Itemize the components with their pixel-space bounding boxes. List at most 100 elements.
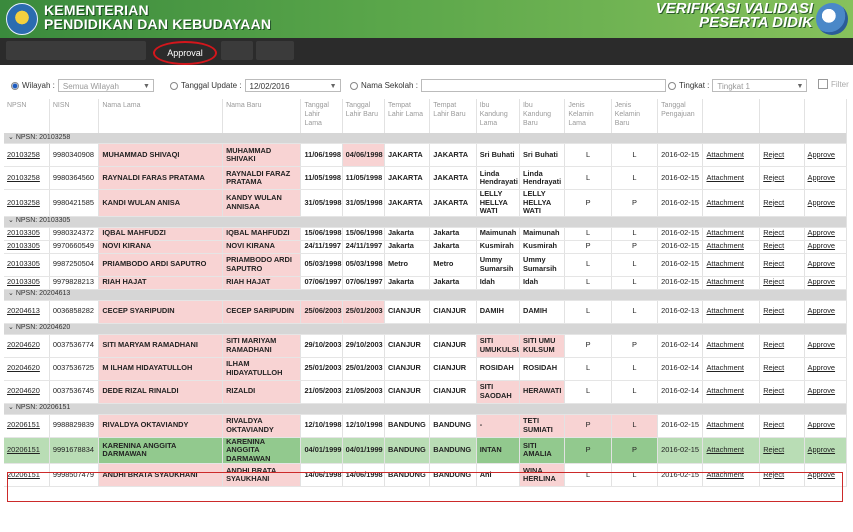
filter-checkbox[interactable] [818,79,828,89]
approve-link[interactable]: Approve [807,241,836,251]
approve-link[interactable]: Approve [807,469,836,479]
approve-link[interactable]: Approve [807,259,836,269]
reject-link-cell[interactable]: Reject [759,143,805,167]
reject-link[interactable]: Reject [763,228,785,238]
attachment-link-cell[interactable]: Attachment [702,437,761,464]
approve-link-cell[interactable]: Approve [804,227,848,241]
npsn[interactable]: 20204620 [7,363,40,373]
npsn-cell[interactable]: 20103258 [4,143,50,167]
approve-link[interactable]: Approve [807,306,836,316]
npsn-cell[interactable]: 20103258 [4,189,50,217]
npsn[interactable]: 20103305 [7,277,40,287]
chevron-down-icon[interactable]: ⌄ [8,324,16,332]
approve-link-cell[interactable]: Approve [804,357,848,381]
approve-link[interactable]: Approve [807,172,836,182]
reject-link-cell[interactable]: Reject [759,334,805,358]
approve-link[interactable]: Approve [807,197,836,207]
group-header[interactable]: ⌄ NPSN: 20204620 [4,323,847,335]
attachment-link-cell[interactable]: Attachment [702,227,761,241]
approve-link-cell[interactable]: Approve [804,437,848,464]
chevron-down-icon[interactable]: ⌄ [8,217,16,225]
approve-link[interactable]: Approve [807,277,836,287]
attachment-link-cell[interactable]: Attachment [702,166,761,190]
npsn-cell[interactable]: 20206151 [4,463,50,487]
reject-link-cell[interactable]: Reject [759,227,805,241]
reject-link[interactable]: Reject [763,149,785,159]
npsn-cell[interactable]: 20103305 [4,276,50,290]
reject-link[interactable]: Reject [763,277,785,287]
reject-link-cell[interactable]: Reject [759,300,805,324]
npsn[interactable]: 20204613 [7,306,40,316]
approve-link[interactable]: Approve [807,340,836,350]
chevron-down-icon[interactable]: ⌄ [8,404,16,412]
approve-link-cell[interactable]: Approve [804,143,848,167]
approve-link-cell[interactable]: Approve [804,300,848,324]
npsn[interactable]: 20103305 [7,259,40,269]
approve-link[interactable]: Approve [807,149,836,159]
reject-link-cell[interactable]: Reject [759,357,805,381]
npsn-cell[interactable]: 20206151 [4,437,50,464]
attachment-link-cell[interactable]: Attachment [702,143,761,167]
npsn[interactable]: 20206151 [7,420,40,430]
reject-link-cell[interactable]: Reject [759,414,805,438]
npsn-cell[interactable]: 20103305 [4,227,50,241]
attachment-link[interactable]: Attachment [706,420,744,430]
attachment-link[interactable]: Attachment [706,363,744,373]
group-row[interactable]: ⌄ NPSN: 20206151 [4,403,847,415]
group-row[interactable]: ⌄ NPSN: 20204613 [4,289,847,301]
attachment-link-cell[interactable]: Attachment [702,334,761,358]
reject-link[interactable]: Reject [763,469,785,479]
npsn[interactable]: 20206151 [7,469,40,479]
npsn-cell[interactable]: 20103258 [4,166,50,190]
approve-link[interactable]: Approve [807,386,836,396]
attachment-link-cell[interactable]: Attachment [702,380,761,404]
attachment-link-cell[interactable]: Attachment [702,357,761,381]
reject-link[interactable]: Reject [763,306,785,316]
attachment-link[interactable]: Attachment [706,172,744,182]
reject-link-cell[interactable]: Reject [759,189,805,217]
npsn-cell[interactable]: 20204613 [4,300,50,324]
attachment-link[interactable]: Attachment [706,306,744,316]
approve-link[interactable]: Approve [807,420,836,430]
attachment-link[interactable]: Attachment [706,241,744,251]
npsn[interactable]: 20103258 [7,172,40,182]
npsn-cell[interactable]: 20103305 [4,253,50,277]
npsn[interactable]: 20204620 [7,340,40,350]
reject-link[interactable]: Reject [763,259,785,269]
approve-link-cell[interactable]: Approve [804,166,848,190]
attachment-link-cell[interactable]: Attachment [702,189,761,217]
nav-item-1[interactable] [6,41,146,60]
reject-link-cell[interactable]: Reject [759,166,805,190]
reject-link-cell[interactable]: Reject [759,437,805,464]
reject-link-cell[interactable]: Reject [759,276,805,290]
attachment-link-cell[interactable]: Attachment [702,414,761,438]
attachment-link-cell[interactable]: Attachment [702,463,761,487]
approve-link-cell[interactable]: Approve [804,189,848,217]
reject-link-cell[interactable]: Reject [759,463,805,487]
group-row[interactable]: ⌄ NPSN: 20103258 [4,133,847,144]
reject-link[interactable]: Reject [763,172,785,182]
reject-link[interactable]: Reject [763,386,785,396]
reject-link[interactable]: Reject [763,363,785,373]
approve-link[interactable]: Approve [807,445,836,454]
reject-link[interactable]: Reject [763,420,785,430]
npsn-cell[interactable]: 20204620 [4,380,50,404]
reject-link-cell[interactable]: Reject [759,253,805,277]
tanggal-select[interactable]: 12/02/2016 ▼ [244,79,341,92]
approve-link-cell[interactable]: Approve [804,414,848,438]
approve-link-cell[interactable]: Approve [804,240,848,254]
reject-link[interactable]: Reject [763,241,785,251]
attachment-link[interactable]: Attachment [706,149,744,159]
wilayah-radio[interactable] [11,81,19,90]
approve-link[interactable]: Approve [807,228,836,238]
attachment-link[interactable]: Attachment [706,340,744,350]
group-header[interactable]: ⌄ NPSN: 20103258 [4,133,847,144]
approve-link-cell[interactable]: Approve [804,334,848,358]
attachment-link[interactable]: Attachment [706,259,744,269]
npsn[interactable]: 20206151 [7,445,40,454]
group-row[interactable]: ⌄ NPSN: 20204620 [4,323,847,335]
tanggal-radio[interactable] [170,81,178,90]
npsn[interactable]: 20103258 [7,197,40,207]
npsn[interactable]: 20103258 [7,149,40,159]
chevron-down-icon[interactable]: ⌄ [8,290,16,298]
